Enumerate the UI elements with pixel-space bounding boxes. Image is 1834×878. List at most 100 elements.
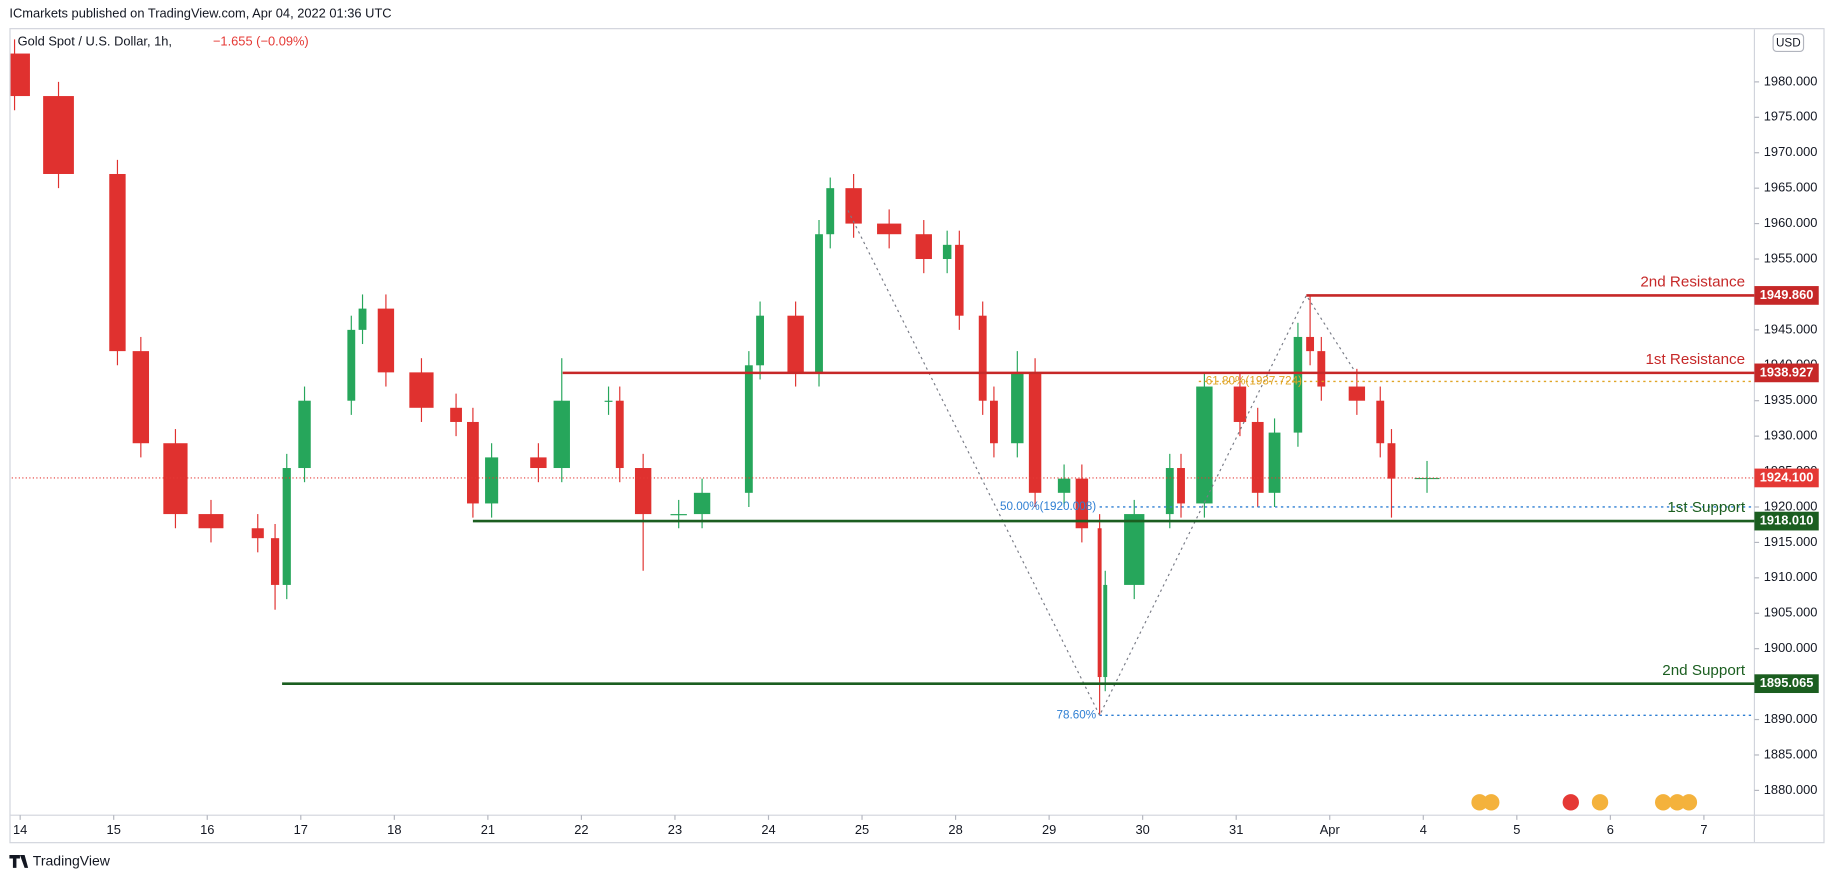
candle [1165,453,1174,529]
candle [1317,336,1326,401]
event-icon [1483,794,1500,811]
candle [270,523,280,610]
level-name: 1st Support [1667,499,1745,516]
logo-mark [9,854,29,868]
candle-body [485,457,499,504]
candle-body [787,315,804,373]
candle [198,499,224,543]
candle [553,358,570,483]
y-tick-label: 1980.000 [1764,73,1818,88]
candle [877,209,902,249]
candle-body [1075,478,1089,529]
candle [10,39,30,111]
candle-body [347,329,356,401]
x-tick-label: 23 [668,822,682,837]
candle [530,443,547,483]
y-tick-label: 1885.000 [1764,746,1818,761]
candle [815,220,823,387]
candle-body [1233,386,1247,422]
candle-body [377,308,395,373]
candle-body [955,244,964,316]
candle-body [450,407,462,422]
y-tick-label: 1905.000 [1764,605,1818,620]
candle [615,386,624,483]
candle-body [915,234,932,260]
candle-body [409,372,434,408]
y-tick-label: 1965.000 [1764,180,1818,195]
candle [485,443,499,518]
y-tick-label: 1900.000 [1764,640,1818,655]
fib-level-label: 78.60% [1056,708,1096,721]
candle-body [109,173,126,352]
candle [1414,460,1440,493]
candle-body [634,468,652,515]
footer-brand: TradingView [33,853,111,869]
candle-body [132,351,150,444]
price-change: −1.655 (−0.09%) [213,33,309,48]
candle [1306,295,1315,366]
candle-body [1177,468,1185,504]
plot-area [10,39,1755,717]
candle [1233,372,1247,437]
candle [1348,368,1366,415]
candle-body [10,53,30,97]
x-tick-label: 29 [1042,822,1056,837]
candle-body [1268,432,1281,493]
candle-body [1057,478,1071,493]
x-tick-label: 5 [1513,822,1520,837]
candle-body [1097,528,1102,678]
candle-body [845,188,862,224]
candle [955,230,964,330]
candle-body [756,315,765,366]
candle [163,429,188,529]
candle-body [553,400,570,469]
candle-body [43,96,74,174]
candle [1251,407,1264,507]
last-price-tag [1754,468,1819,488]
y-tick-label: 1920.000 [1764,498,1818,513]
x-tick-label: 14 [13,822,27,837]
candle [132,336,150,458]
candle-body [1414,477,1440,480]
level-name: 2nd Support [1662,662,1746,679]
candle [756,301,765,380]
candle [826,177,835,249]
candle-body [1348,386,1366,401]
candle [1177,453,1185,518]
candle-body [358,308,367,330]
candle [251,514,264,553]
candle [43,81,74,189]
y-tick-label: 1915.000 [1764,534,1818,549]
event-icon [1562,794,1579,811]
candle [1293,322,1303,447]
page-header: ICmarkets published on TradingView.com, … [9,5,391,20]
event-icon [1591,794,1609,811]
candle [1387,429,1396,518]
candle [1011,351,1024,458]
candle [978,301,987,415]
y-tick-label: 1960.000 [1764,215,1818,230]
y-tick-label: 1880.000 [1764,782,1818,797]
candle-body [1011,372,1024,444]
candle [409,358,434,422]
candle [109,159,126,366]
candle-body [298,400,311,469]
candle-body [670,514,687,516]
candle [670,499,687,529]
x-tick-label: 15 [107,822,121,837]
candle-body [615,400,624,469]
candle [845,173,862,238]
candle-body [877,223,902,235]
candle [1057,464,1071,507]
candle [1028,358,1042,507]
y-tick-label: 1945.000 [1764,321,1818,336]
event-icon [1669,794,1686,811]
candle [1196,372,1213,518]
candle-body [1103,584,1108,678]
candle-body [1124,514,1145,585]
candle-body [163,443,188,515]
candle-body [1317,351,1326,387]
last-price-label: 1924.100 [1760,469,1814,484]
fib-path [847,210,1359,717]
